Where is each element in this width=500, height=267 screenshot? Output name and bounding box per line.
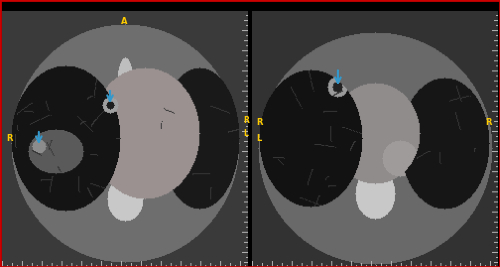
- Text: R: R: [243, 116, 249, 125]
- Text: A: A: [121, 17, 128, 26]
- Text: R: R: [486, 118, 492, 127]
- Text: L: L: [256, 134, 262, 143]
- Text: L: L: [244, 129, 248, 138]
- Text: R: R: [256, 118, 263, 127]
- Text: R: R: [6, 134, 13, 143]
